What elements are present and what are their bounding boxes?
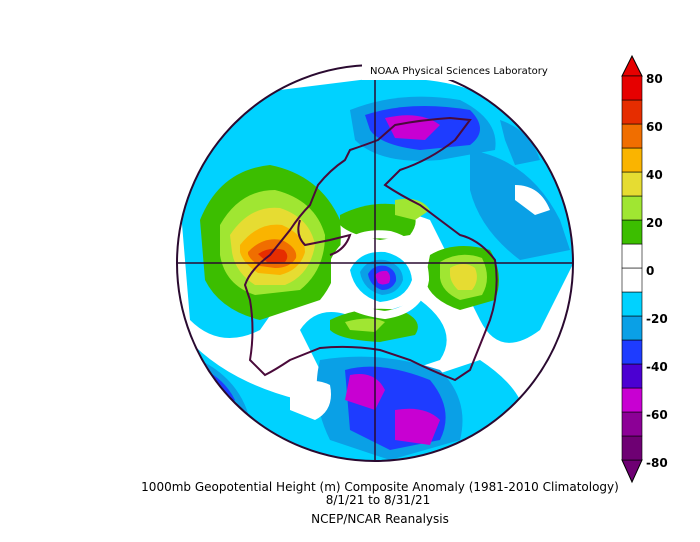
caption-dates: 8/1/21 to 8/31/21 <box>325 493 431 507</box>
colorbar-segment <box>621 171 643 197</box>
colorbar-tick-label: 60 <box>646 120 663 134</box>
colorbar-tick-label: -40 <box>646 360 668 374</box>
colorbar-segment <box>621 123 643 149</box>
colorbar-segment <box>621 411 643 437</box>
colorbar-segment <box>621 147 643 173</box>
credit-label: NOAA Physical Sciences Laboratory <box>362 64 576 80</box>
colorbar-tick-label: 80 <box>646 72 663 86</box>
colorbar-tick-label: 40 <box>646 168 663 182</box>
caption-source: NCEP/NCAR Reanalysis <box>311 512 449 526</box>
colorbar-segment <box>621 219 643 245</box>
colorbar-segment <box>621 387 643 413</box>
colorbar-tick-label: -20 <box>646 312 668 326</box>
colorbar-segment <box>621 291 643 317</box>
anomaly-field <box>177 65 573 461</box>
colorbar-tick-label: 20 <box>646 216 663 230</box>
colorbar-segment <box>621 267 643 293</box>
antarctica-coastline <box>243 116 498 382</box>
caption-title: 1000mb Geopotential Height (m) Composite… <box>141 480 619 494</box>
colorbar-segment <box>621 339 643 365</box>
colorbar-segment <box>621 75 643 101</box>
colorbar-bottom-arrow <box>621 459 643 484</box>
colorbar-segment <box>621 363 643 389</box>
colorbar-tick-label: -60 <box>646 408 668 422</box>
colorbar-segment <box>621 435 643 461</box>
colorbar-segment <box>621 243 643 269</box>
colorbar-tick-label: -80 <box>646 456 668 470</box>
colorbar-segment <box>621 195 643 221</box>
colorbar-segment <box>621 315 643 341</box>
colorbar-tick-label: 0 <box>646 264 655 278</box>
colorbar-segment <box>621 99 643 125</box>
colorbar-top-arrow <box>621 54 643 77</box>
colorbar <box>621 54 643 484</box>
